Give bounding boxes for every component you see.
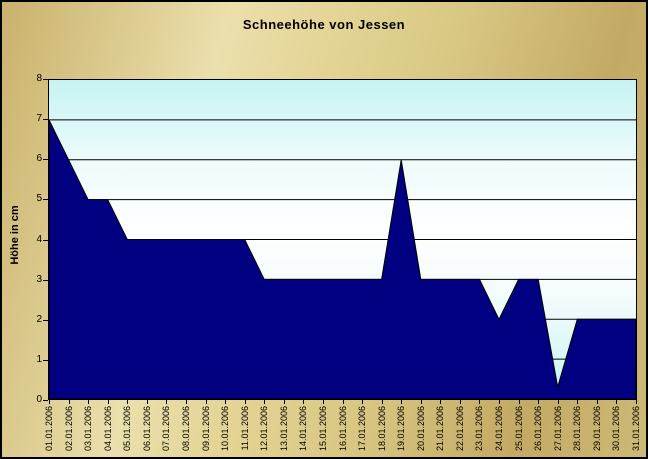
x-tick-mark — [597, 400, 598, 404]
x-tick-label: 16.01.2006 — [338, 406, 348, 452]
x-tick-label: 15.01.2006 — [318, 406, 328, 452]
x-tick-label: 10.01.2006 — [220, 406, 230, 452]
x-tick-mark — [479, 400, 480, 404]
x-tick-label: 19.01.2006 — [396, 406, 406, 452]
x-tick-label: 23.01.2006 — [474, 406, 484, 452]
snow-area-series — [49, 119, 636, 399]
y-tick-mark — [43, 199, 48, 201]
plot-area — [48, 79, 637, 400]
y-tick-mark — [43, 159, 48, 161]
x-tick-label: 04.01.2006 — [103, 406, 113, 452]
x-tick-label: 08.01.2006 — [181, 406, 191, 452]
x-tick-mark — [362, 400, 363, 404]
x-tick-mark — [264, 400, 265, 404]
x-tick-label: 07.01.2006 — [161, 406, 171, 452]
x-tick-label: 28.01.2006 — [572, 406, 582, 452]
x-tick-mark — [186, 400, 187, 404]
x-tick-mark — [577, 400, 578, 404]
x-tick-mark — [88, 400, 89, 404]
x-tick-mark — [499, 400, 500, 404]
x-tick-mark — [343, 400, 344, 404]
y-tick-label: 2 — [36, 313, 42, 325]
x-tick-label: 21.01.2006 — [435, 406, 445, 452]
x-tick-label: 11.01.2006 — [240, 406, 250, 451]
x-tick-label: 17.01.2006 — [357, 406, 367, 452]
x-tick-label: 30.01.2006 — [611, 406, 621, 452]
x-tick-label: 31.01.2006 — [631, 406, 641, 452]
x-tick-label: 12.01.2006 — [259, 406, 269, 452]
x-tick-label: 03.01.2006 — [83, 406, 93, 452]
x-tick-mark — [323, 400, 324, 404]
y-tick-label: 5 — [36, 193, 42, 205]
x-tick-mark — [166, 400, 167, 404]
x-tick-mark — [401, 400, 402, 404]
x-tick-label: 25.01.2006 — [514, 406, 524, 452]
y-tick-label: 6 — [36, 153, 42, 165]
x-tick-mark — [636, 400, 637, 404]
x-tick-mark — [382, 400, 383, 404]
y-tick-mark — [43, 79, 48, 80]
x-tick-label: 27.01.2006 — [553, 406, 563, 452]
y-tick-label: 4 — [36, 233, 42, 245]
y-tick-label: 8 — [36, 73, 42, 84]
y-tick-mark — [43, 359, 48, 361]
x-tick-mark — [147, 400, 148, 404]
x-tick-label: 01.01.2006 — [44, 406, 54, 452]
x-tick-label: 05.01.2006 — [122, 406, 132, 452]
x-tick-mark — [127, 400, 128, 404]
area-chart-svg — [49, 119, 636, 399]
y-tick-mark — [43, 119, 48, 121]
x-tick-mark — [519, 400, 520, 404]
x-tick-label: 24.01.2006 — [494, 406, 504, 452]
x-tick-mark — [225, 400, 226, 404]
x-tick-label: 13.01.2006 — [279, 406, 289, 452]
y-tick-mark — [43, 279, 48, 281]
y-tick-mark — [43, 239, 48, 241]
x-tick-mark — [108, 400, 109, 404]
x-tick-label: 22.01.2006 — [455, 406, 465, 452]
x-tick-mark — [558, 400, 559, 404]
x-tick-mark — [538, 400, 539, 404]
x-tick-mark — [460, 400, 461, 404]
y-tick-label: 3 — [36, 273, 42, 285]
x-tick-label: 18.01.2006 — [377, 406, 387, 452]
x-tick-label: 06.01.2006 — [142, 406, 152, 452]
x-tick-mark — [284, 400, 285, 404]
x-tick-label: 29.01.2006 — [592, 406, 602, 452]
x-tick-mark — [421, 400, 422, 404]
x-tick-mark — [440, 400, 441, 404]
chart-title: Schneehöhe von Jessen — [242, 17, 406, 32]
x-tick-mark — [206, 400, 207, 404]
x-tick-label: 02.01.2006 — [64, 406, 74, 452]
y-tick-label: 1 — [36, 353, 42, 365]
x-tick-mark — [49, 400, 50, 404]
y-tick-label: 0 — [36, 394, 42, 405]
x-tick-mark — [245, 400, 246, 404]
x-tick-mark — [69, 400, 70, 404]
x-tick-label: 26.01.2006 — [533, 406, 543, 452]
y-tick-mark — [43, 400, 48, 401]
y-tick-mark — [43, 319, 48, 321]
y-tick-label: 7 — [36, 113, 42, 125]
x-tick-label: 09.01.2006 — [201, 406, 211, 452]
x-tick-mark — [303, 400, 304, 404]
x-tick-mark — [616, 400, 617, 404]
x-tick-label: 20.01.2006 — [416, 406, 426, 452]
x-tick-label: 14.01.2006 — [298, 406, 308, 452]
